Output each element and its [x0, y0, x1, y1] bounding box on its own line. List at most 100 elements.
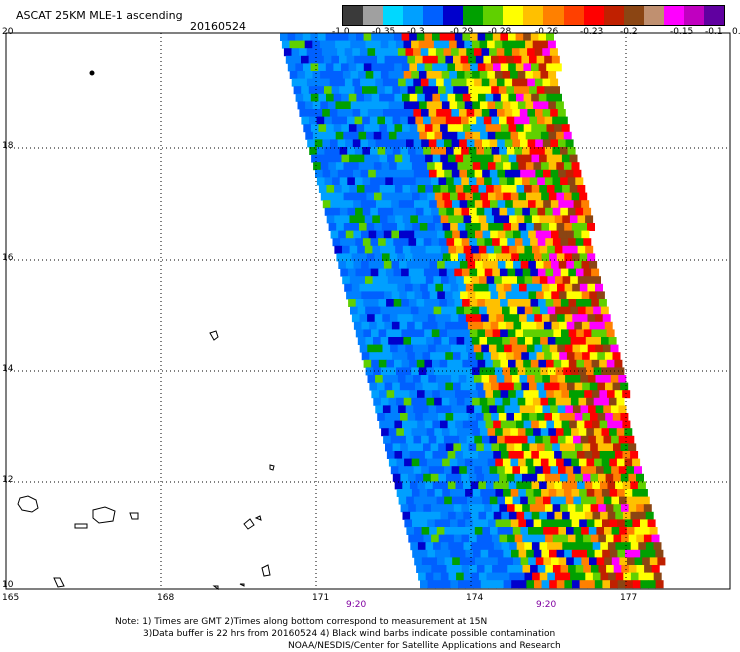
- swath-cell: [610, 344, 619, 353]
- swath-cell: [603, 435, 612, 444]
- swath-cell: [428, 78, 437, 87]
- swath-cell: [456, 71, 465, 79]
- swath-cell: [417, 124, 426, 133]
- swath-cell: [531, 93, 540, 102]
- swath-cell: [362, 238, 371, 247]
- swath-cell: [549, 344, 558, 353]
- swath-cell: [577, 276, 586, 285]
- swath-cell: [395, 337, 404, 345]
- swath-cell: [434, 519, 443, 528]
- swath-cell: [401, 33, 410, 41]
- swath-cell: [365, 367, 374, 376]
- swath-cell: [465, 314, 474, 323]
- swath-cell: [593, 276, 601, 285]
- swath-cell: [295, 63, 304, 72]
- swath-cell: [408, 177, 417, 186]
- swath-cell: [409, 154, 418, 163]
- swath-cell: [530, 329, 539, 338]
- swath-cell: [486, 245, 495, 254]
- swath-cell: [415, 207, 424, 216]
- swath-cell: [456, 397, 465, 406]
- swath-cell: [347, 268, 356, 277]
- colorbar-swatch: [343, 6, 364, 25]
- swath-cell: [412, 549, 421, 558]
- swath-cell: [324, 116, 333, 125]
- swath-cell: [519, 109, 528, 117]
- swath-cell: [605, 443, 614, 452]
- swath-cell: [438, 504, 447, 513]
- swath-cell: [446, 177, 455, 186]
- swath-cell: [554, 572, 563, 581]
- swath-cell: [505, 230, 514, 239]
- swath-cell: [541, 314, 550, 323]
- swath-cell: [439, 359, 448, 368]
- swath-cell: [609, 519, 618, 528]
- swath-cell: [655, 580, 664, 589]
- swath-cell: [436, 466, 445, 475]
- swath-cell: [560, 147, 568, 155]
- swath-cell: [571, 519, 580, 528]
- swath-cell: [530, 565, 539, 573]
- swath-cell: [604, 321, 613, 330]
- colorbar-swatch: [423, 6, 444, 25]
- swath-cell: [531, 542, 540, 551]
- swath-cell: [433, 245, 442, 254]
- swath-cell: [416, 359, 425, 368]
- swath-cell: [542, 109, 551, 117]
- swath-cell: [497, 435, 506, 444]
- swath-cell: [390, 375, 399, 383]
- swath-cell: [537, 534, 546, 543]
- swath-cell: [512, 527, 521, 535]
- swath-cell: [502, 40, 511, 49]
- colorbar-label: 0.0: [732, 27, 740, 37]
- swath-cell: [519, 314, 528, 323]
- swath-cell: [581, 230, 590, 239]
- swath-cell: [518, 580, 527, 589]
- swath-cell: [336, 223, 345, 231]
- swath-cell: [565, 435, 574, 444]
- swath-cell: [394, 185, 403, 193]
- swath-cell: [398, 435, 407, 444]
- swath-cell: [511, 223, 519, 231]
- swath-cell: [346, 86, 355, 95]
- swath-cell: [521, 413, 530, 421]
- colorbar-label: -0.3: [407, 27, 425, 37]
- swath-cell: [554, 93, 562, 102]
- swath-cell: [529, 147, 538, 155]
- swath-cell: [448, 572, 457, 581]
- swath-cell: [367, 109, 376, 117]
- swath-cell: [386, 420, 395, 429]
- swath-cell: [434, 458, 443, 467]
- swath-cell: [356, 33, 364, 41]
- swath-cell: [443, 375, 452, 383]
- swath-cell: [443, 109, 452, 117]
- swath-cell: [494, 40, 503, 49]
- swath-cell: [578, 306, 586, 315]
- swath-cell: [568, 565, 577, 573]
- swath-cell: [643, 504, 652, 513]
- swath-cell: [601, 397, 610, 406]
- swath-cell: [347, 147, 356, 155]
- swath-cell: [468, 177, 477, 186]
- swath-cell: [404, 192, 413, 201]
- swath-cell: [546, 93, 555, 102]
- swath-cell: [595, 435, 604, 444]
- swath-cell: [551, 55, 560, 64]
- swath-cell: [358, 131, 367, 140]
- swath-cell: [524, 511, 533, 520]
- swath-cell: [369, 55, 378, 64]
- swath-cell: [447, 390, 456, 399]
- swath-cell: [382, 344, 391, 353]
- swath-cell: [423, 116, 431, 125]
- swath-cell: [591, 299, 600, 307]
- colorbar-label: -0.35: [372, 27, 396, 37]
- swath-cell: [359, 253, 368, 262]
- swath-cell: [386, 124, 395, 133]
- swath-cell: [337, 169, 346, 178]
- swath-cell: [386, 451, 395, 459]
- swath-cell: [334, 245, 343, 254]
- swath-cell: [568, 329, 577, 338]
- swath-cell: [575, 565, 584, 573]
- swath-cell: [469, 329, 478, 338]
- swath-cell: [573, 261, 582, 269]
